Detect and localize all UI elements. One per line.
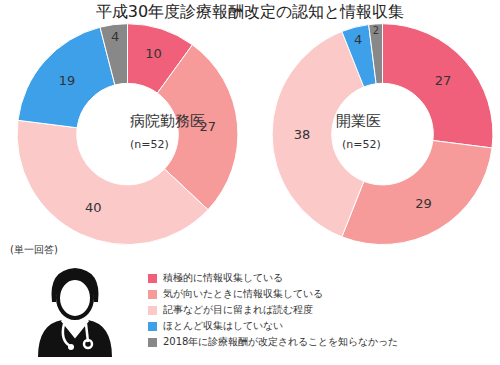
html-text:気が向いたときに情報収集している: 気が向いたときに情報収集している bbox=[163, 288, 323, 299]
svg-text:29: 29 bbox=[415, 196, 432, 211]
svg-text:19: 19 bbox=[59, 73, 76, 88]
svg-text:病院勤務医: 病院勤務医 bbox=[130, 112, 205, 130]
html-text:2018年に診療報酬が改定されることを知らなかった: 2018年に診療報酬が改定されることを知らなかった bbox=[163, 336, 399, 347]
svg-text:開業医: 開業医 bbox=[336, 112, 381, 130]
html-text:記事などが目に留まれば読む程度: 記事などが目に留まれば読む程度 bbox=[163, 304, 313, 315]
svg-text:4: 4 bbox=[111, 29, 119, 44]
html-text:ほとんど収集はしていない: ほとんど収集はしていない bbox=[163, 320, 283, 331]
html-text:積極的に情報収集している: 積極的に情報収集している bbox=[163, 272, 283, 283]
svg-text:27: 27 bbox=[435, 73, 452, 88]
svg-text:40: 40 bbox=[85, 200, 102, 215]
svg-text:4: 4 bbox=[354, 32, 362, 47]
svg-text:10: 10 bbox=[145, 46, 162, 61]
svg-text:(n=52): (n=52) bbox=[130, 138, 169, 151]
html-text:(単一回答): (単一回答) bbox=[10, 244, 58, 255]
svg-text:2: 2 bbox=[373, 25, 379, 36]
svg-text:27: 27 bbox=[199, 119, 216, 134]
svg-text:平成30年度診療報酬改定の認知と情報収集: 平成30年度診療報酬改定の認知と情報収集 bbox=[96, 2, 404, 21]
svg-text:(n=52): (n=52) bbox=[342, 138, 381, 151]
svg-text:38: 38 bbox=[294, 127, 311, 142]
